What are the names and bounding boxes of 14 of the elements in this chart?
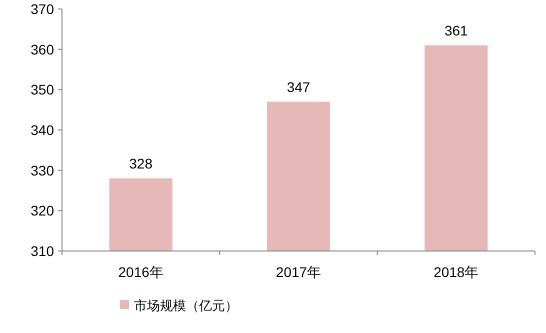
y-tick-label: 330 xyxy=(30,162,54,178)
data-label: 347 xyxy=(286,78,310,95)
legend-label: 市场规模（亿元） xyxy=(134,298,238,313)
y-tick-label: 340 xyxy=(30,122,54,138)
data-label: 328 xyxy=(129,155,153,172)
x-tick-label: 2018年 xyxy=(434,264,479,280)
y-tick-label: 360 xyxy=(30,41,54,58)
y-tick-label: 370 xyxy=(30,1,54,17)
data-label: 361 xyxy=(444,22,468,38)
y-tick-label: 350 xyxy=(30,82,54,98)
y-tick-label: 320 xyxy=(30,202,54,219)
x-tick-label: 2016年 xyxy=(118,264,164,280)
y-tick-label: 310 xyxy=(30,243,54,259)
x-tick-label: 2017年 xyxy=(276,264,322,280)
